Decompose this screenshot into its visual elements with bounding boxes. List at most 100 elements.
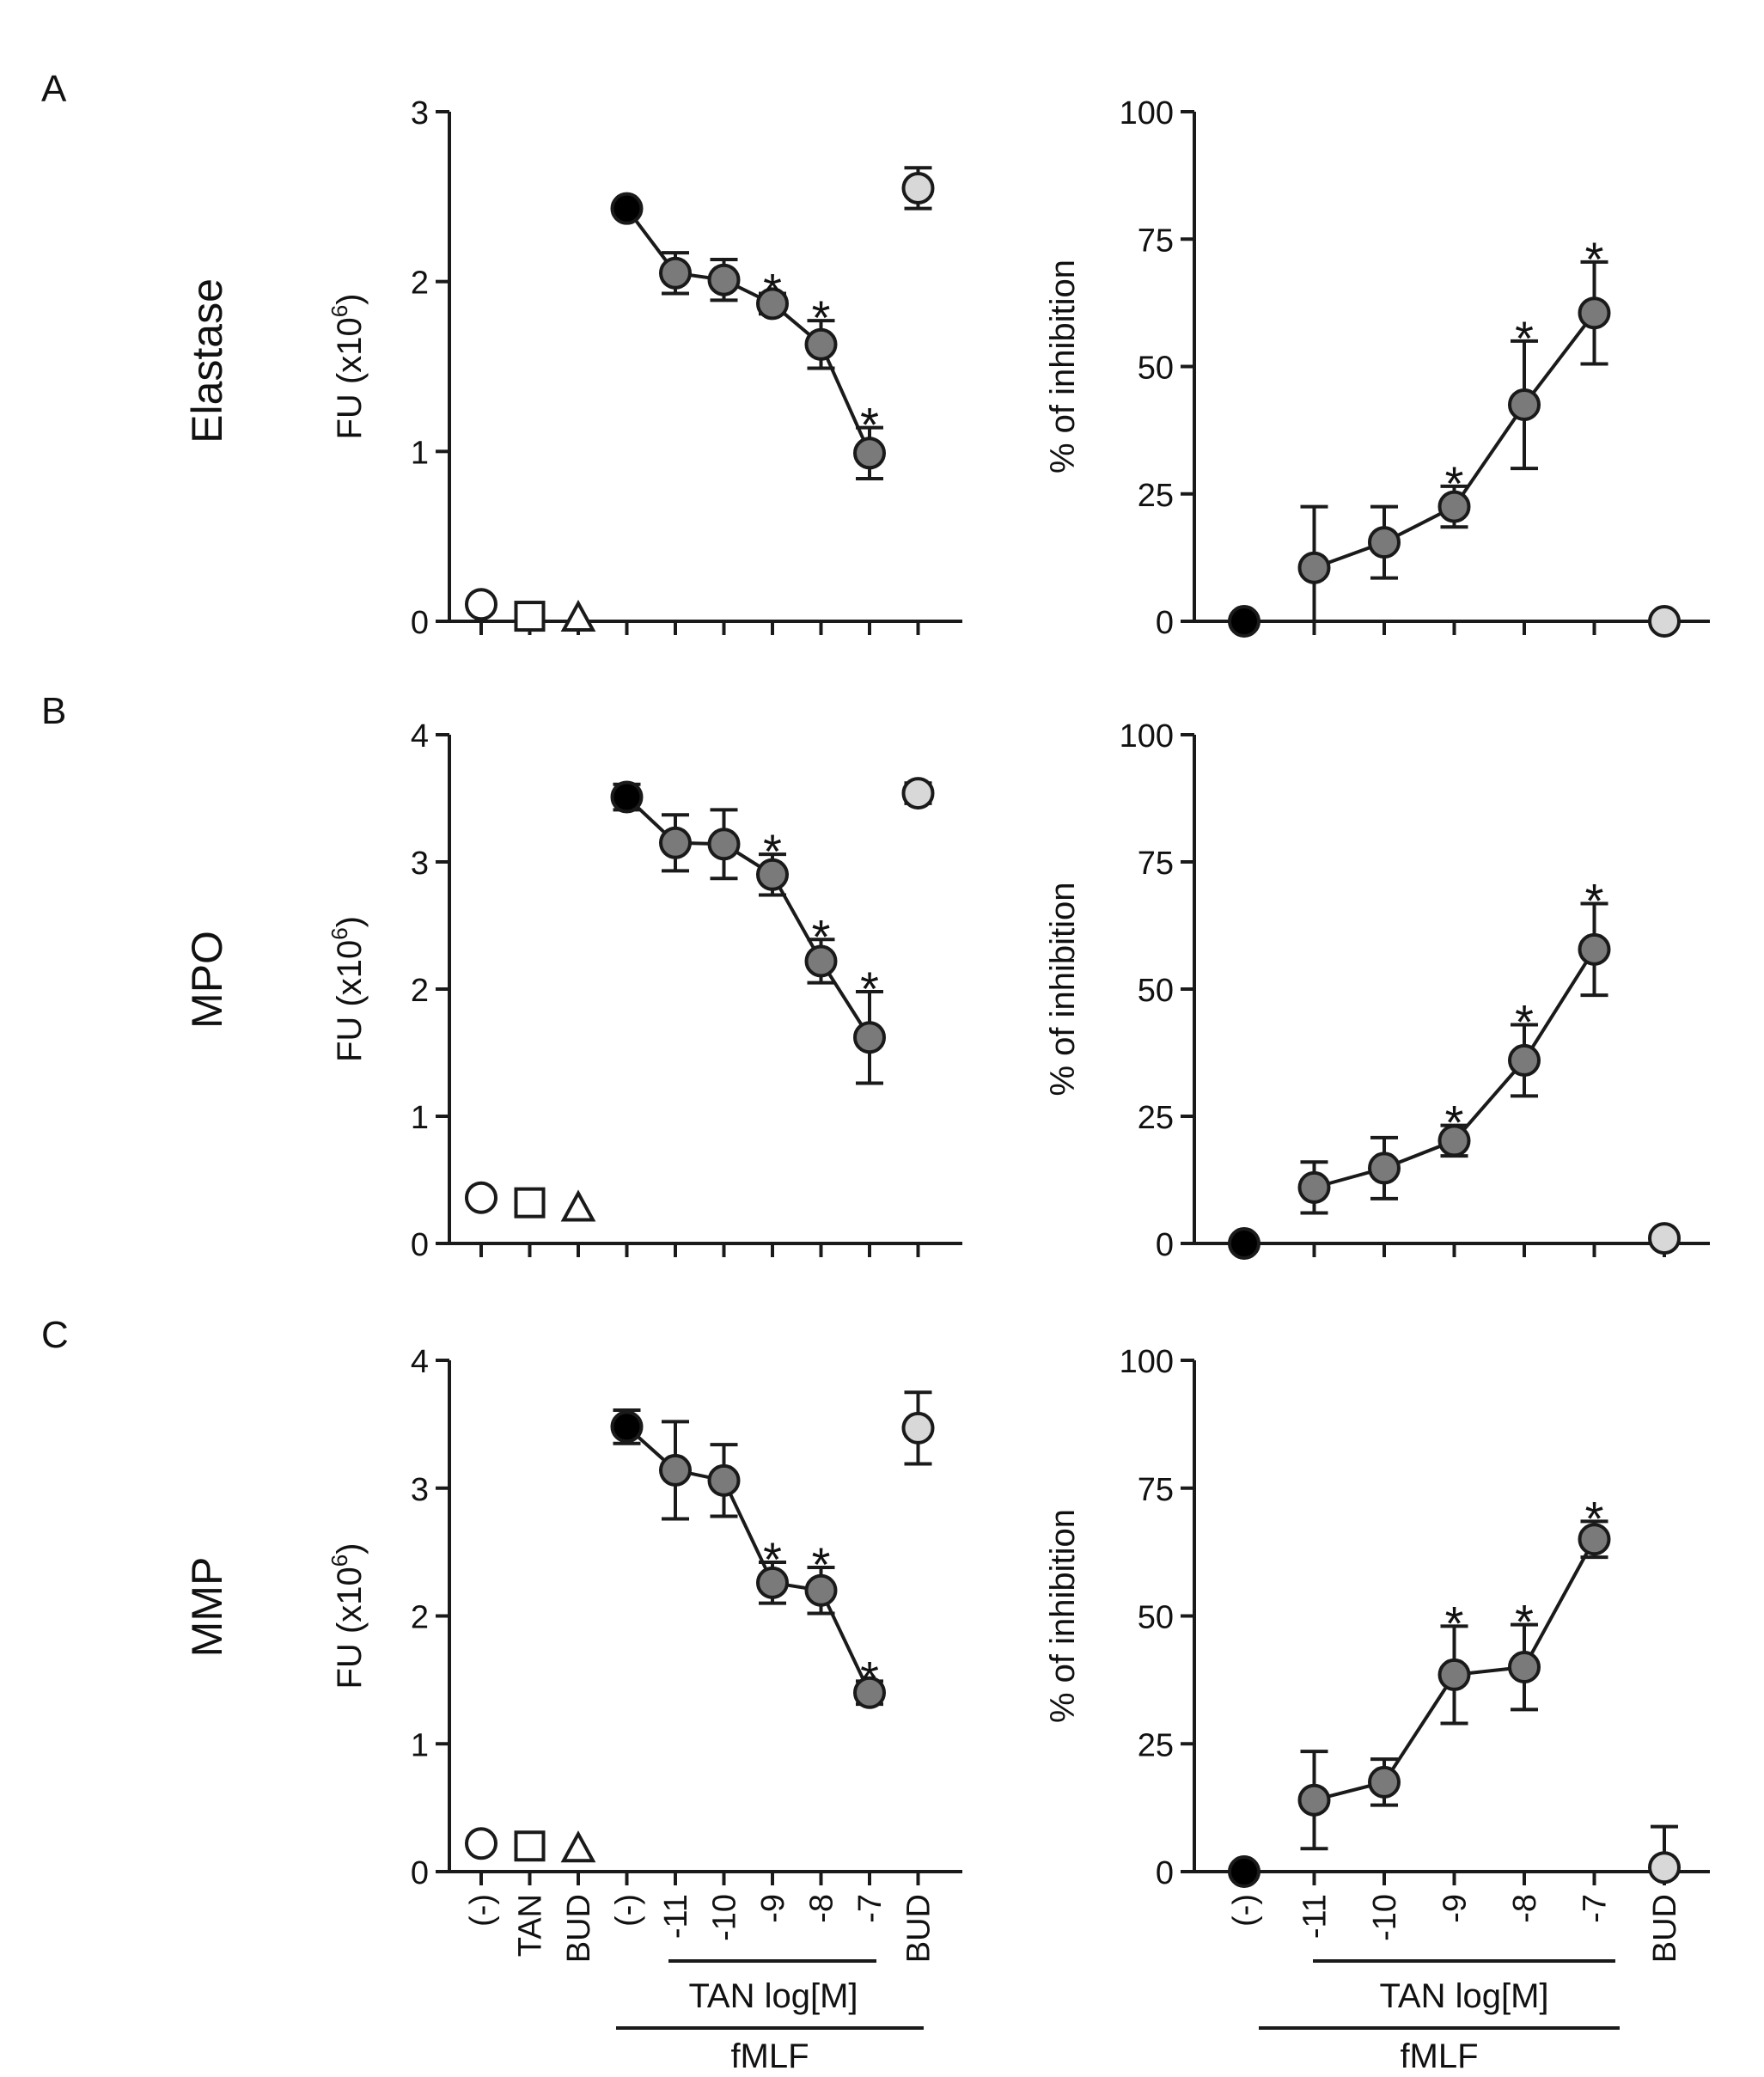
data-point bbox=[1437, 1658, 1471, 1691]
x-tick-label-right: BUD bbox=[1647, 1894, 1683, 1963]
significance-star: * bbox=[1515, 1595, 1534, 1649]
data-point bbox=[853, 437, 886, 470]
data-point bbox=[560, 599, 596, 632]
data-point bbox=[1437, 490, 1471, 523]
y-tick-label: 4 bbox=[411, 718, 429, 754]
y-tick-label: 25 bbox=[1138, 478, 1174, 514]
y-tick-label: 50 bbox=[1138, 973, 1174, 1009]
significance-star: * bbox=[763, 824, 782, 878]
y-tick-label: 1 bbox=[411, 435, 429, 471]
significance-star: * bbox=[763, 1532, 782, 1586]
chart-C-left: 0 1 2 3 4 FU (x106) * * * bbox=[327, 1344, 962, 1891]
y-tick-label: 2 bbox=[411, 973, 429, 1009]
data-point bbox=[707, 1463, 741, 1497]
data-point bbox=[1437, 1124, 1471, 1158]
y-tick-label: 0 bbox=[411, 1855, 429, 1891]
y-tick-label: 4 bbox=[411, 1344, 429, 1380]
y-axis-label: % of inhibition bbox=[1044, 1509, 1082, 1723]
data-point bbox=[1297, 1783, 1331, 1817]
tan-bracket-left-label: TAN log[M] bbox=[688, 1977, 858, 2015]
data-point bbox=[901, 171, 935, 205]
y-tick-label: 50 bbox=[1138, 351, 1174, 387]
significance-star: * bbox=[860, 1651, 879, 1705]
y-tick-label: 0 bbox=[1156, 605, 1174, 641]
fmlf-bracket-right-label: fMLF bbox=[1400, 2037, 1478, 2075]
significance-star: * bbox=[1445, 456, 1464, 510]
panel-letter-a: A bbox=[41, 68, 67, 110]
significance-star: * bbox=[1585, 874, 1604, 928]
significance-star: * bbox=[1445, 1596, 1464, 1650]
y-axis-label: FU (x106) bbox=[327, 916, 369, 1062]
data-point bbox=[901, 1411, 935, 1445]
x-tick-label-left: (-) bbox=[464, 1894, 500, 1927]
x-tick-label-left: -9 bbox=[755, 1894, 791, 1923]
significance-star: * bbox=[812, 1537, 831, 1591]
significance-star: * bbox=[860, 398, 879, 452]
y-tick-label: 2 bbox=[411, 1600, 429, 1636]
data-point bbox=[853, 1676, 886, 1709]
data-point bbox=[1228, 1855, 1260, 1888]
row-label-mmp: MMP bbox=[183, 1557, 231, 1658]
data-point bbox=[1648, 1222, 1681, 1255]
y-axis-label: % of inhibition bbox=[1044, 882, 1082, 1096]
data-point bbox=[465, 1827, 497, 1860]
data-point bbox=[659, 1453, 692, 1487]
x-tick-label-right: (-) bbox=[1227, 1894, 1263, 1927]
data-point bbox=[1228, 1227, 1260, 1260]
x-tick-label-right: -11 bbox=[1297, 1894, 1334, 1939]
y-tick-label: 75 bbox=[1138, 1472, 1174, 1508]
row-label-mpo: MPO bbox=[183, 931, 231, 1029]
significance-star: * bbox=[812, 909, 831, 963]
data-point bbox=[465, 1181, 497, 1214]
series-line bbox=[625, 207, 871, 455]
x-tick-label-left: BUD bbox=[901, 1894, 937, 1963]
data-point bbox=[1508, 388, 1541, 421]
y-tick-label: 3 bbox=[411, 1472, 429, 1508]
data-point bbox=[1297, 1170, 1331, 1204]
data-point bbox=[1228, 605, 1260, 638]
data-point bbox=[756, 858, 789, 891]
x-tick-label-left: -11 bbox=[658, 1894, 694, 1939]
panel-letter-c: C bbox=[41, 1314, 69, 1356]
data-point bbox=[1508, 1043, 1541, 1077]
data-point bbox=[804, 327, 838, 361]
tan-bracket-right-label: TAN log[M] bbox=[1379, 1977, 1548, 2015]
y-tick-label: 100 bbox=[1120, 1344, 1174, 1380]
data-point bbox=[1578, 296, 1611, 330]
series-line bbox=[1313, 312, 1596, 570]
data-point bbox=[659, 826, 692, 859]
y-tick-label: 25 bbox=[1138, 1100, 1174, 1136]
significance-star: * bbox=[1515, 994, 1534, 1048]
data-point bbox=[1578, 932, 1611, 966]
x-tick-label-right: -8 bbox=[1507, 1894, 1543, 1923]
y-tick-label: 0 bbox=[411, 1227, 429, 1263]
x-tick-label-right: -10 bbox=[1367, 1894, 1403, 1941]
chart-B-left: 0 1 2 3 4 FU (x106) * * * bbox=[327, 718, 962, 1263]
data-point bbox=[707, 828, 741, 861]
data-point bbox=[1368, 1152, 1401, 1185]
y-tick-label: 25 bbox=[1138, 1727, 1174, 1763]
y-tick-label: 1 bbox=[411, 1100, 429, 1136]
x-tick-label-left: (-) bbox=[610, 1894, 646, 1927]
data-point bbox=[804, 1573, 838, 1607]
x-tick-label-left: TAN bbox=[513, 1894, 549, 1957]
fmlf-bracket-left-label: fMLF bbox=[730, 2037, 809, 2075]
data-point bbox=[756, 1566, 789, 1599]
data-point bbox=[756, 287, 789, 321]
panel-letter-b: B bbox=[41, 690, 66, 732]
y-tick-label: 50 bbox=[1138, 1600, 1174, 1636]
y-tick-label: 0 bbox=[1156, 1227, 1174, 1263]
significance-star: * bbox=[1445, 1096, 1464, 1150]
data-point bbox=[1368, 526, 1401, 559]
y-axis-label: FU (x106) bbox=[327, 293, 369, 439]
chart-A-left: 0 1 2 3 FU (x106) * * * bbox=[327, 95, 962, 641]
y-tick-label: 0 bbox=[411, 605, 429, 641]
y-tick-label: 0 bbox=[1156, 1855, 1174, 1891]
data-point bbox=[1368, 1765, 1401, 1799]
data-point bbox=[514, 1187, 546, 1219]
significance-star: * bbox=[1515, 311, 1534, 365]
data-point bbox=[514, 601, 546, 632]
chart-C-right: 0 25 50 75 100 % of inhibition * * * bbox=[1044, 1344, 1710, 1891]
x-tick-label-left: -7 bbox=[852, 1894, 888, 1923]
